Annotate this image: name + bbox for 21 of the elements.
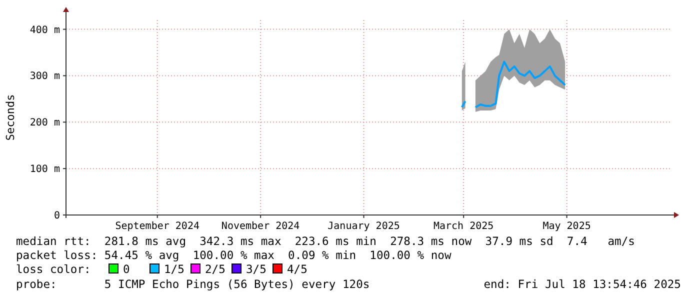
x-tick-label: September 2024 [115, 221, 200, 232]
text: 2/5 [205, 263, 226, 276]
y-tick-label: 0 [54, 210, 60, 222]
text: packet loss: 54.45 % avg 100.00 % max 0.09 % min 100.00 % now [16, 249, 452, 262]
y-tick-label: 300 m [30, 71, 60, 82]
text: end: Fri Jul 18 13:54:46 2025 [484, 278, 681, 291]
x-tick-label: March 2025 [433, 221, 494, 232]
y-axis-title: Seconds [4, 94, 17, 141]
y-tick-label: 400 m [30, 24, 60, 36]
x-tick-label: November 2024 [221, 221, 300, 232]
text: probe: 5 ICMP Echo Pings (56 Bytes) every 120s [16, 278, 370, 291]
x-tick-label: May 2025 [542, 221, 591, 232]
text: 1/5 [164, 263, 184, 276]
y-tick-label: 100 m [30, 164, 60, 176]
text: median rtt: 281.8 ms avg 342.3 ms max 223.6 ms min 278.3 ms now 37.9 ms sd 7.4 am/s [16, 235, 635, 248]
text: 0 [123, 263, 130, 276]
text: 4/5 [287, 263, 308, 276]
text: loss color: [16, 263, 91, 276]
y-tick-label: 200 m [30, 118, 60, 129]
text: 3/5 [246, 263, 266, 276]
x-tick-label: January 2025 [328, 221, 400, 232]
